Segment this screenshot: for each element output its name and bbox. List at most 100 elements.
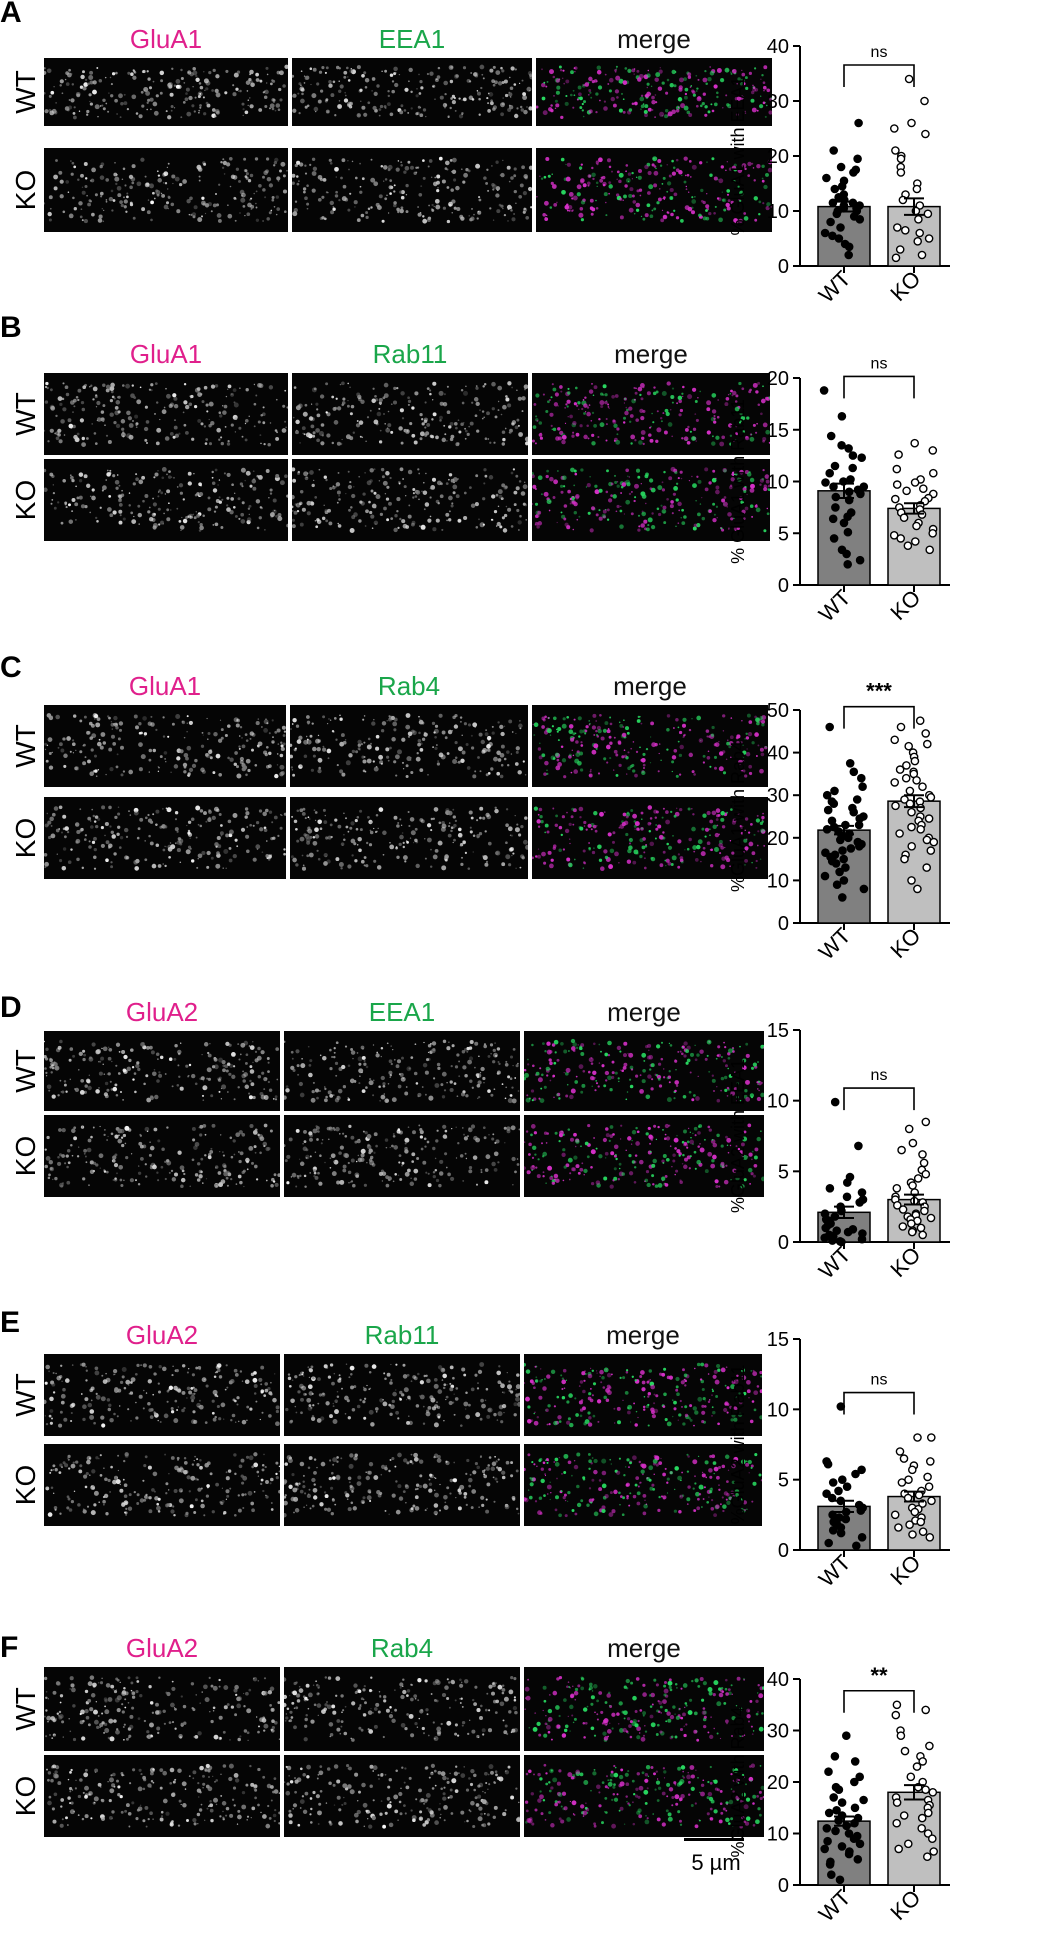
micrograph [284,1115,520,1197]
y-tick-label: 30 [767,785,789,807]
data-point-wt [824,826,831,833]
data-point-wt [856,843,863,850]
channel-image [44,1031,280,1111]
data-point-wt [850,169,857,176]
data-point-wt [821,1234,828,1241]
data-point-wt [842,1516,849,1523]
x-tick-label: WT [814,1885,856,1927]
data-point-wt [860,885,867,892]
channel-image [290,705,528,787]
data-point-wt [825,807,832,814]
data-point-ko [908,119,915,126]
row-label-wt: WT [6,1031,46,1111]
data-point-wt [846,243,853,250]
merge-label: merge [524,1633,764,1664]
micrograph [44,1444,280,1526]
y-tick-label: 15 [767,420,789,442]
data-point-wt [829,199,836,206]
channel-image [44,1354,280,1436]
channel-label-2: EEA1 [284,997,520,1028]
data-point-ko [892,254,899,261]
data-point-wt [838,1530,845,1537]
y-tick-label: 20 [767,828,789,850]
data-point-ko [895,1845,902,1852]
y-tick-label: 20 [767,1772,789,1794]
y-tick-label: 0 [778,913,789,935]
data-point-wt [835,1487,842,1494]
data-point-ko [909,1140,916,1147]
data-point-wt [839,183,846,190]
data-point-ko [919,1231,926,1238]
data-point-wt [821,1845,828,1852]
data-point-ko [927,1458,934,1465]
data-point-ko [892,147,899,154]
significance-label: ns [871,355,888,372]
micrograph [290,705,528,787]
data-point-wt [835,235,842,242]
data-point-ko [916,229,923,236]
data-point-wt [827,218,834,225]
data-point-ko [930,839,937,846]
panel-letter: C [0,651,22,685]
data-point-ko [894,1799,901,1806]
data-point-ko [908,843,915,850]
data-point-wt [840,877,847,884]
channel-image [44,459,288,541]
row-label-ko: KO [6,459,46,541]
data-point-ko [906,1125,913,1132]
channel-image [290,797,528,879]
data-point-ko [911,758,918,765]
micrograph [44,797,286,879]
data-point-ko [922,730,929,737]
data-point-ko [892,496,899,503]
data-point-ko [922,1118,929,1125]
data-point-ko [917,826,924,833]
significance-bracket [844,376,914,398]
data-point-wt [825,1768,832,1775]
data-point-ko [894,481,901,488]
data-point-ko [927,1214,934,1221]
panel-letter: D [0,991,22,1025]
data-point-wt [838,163,845,170]
y-tick-label: 15 [767,1020,789,1042]
data-point-ko [895,1524,902,1531]
row-label-ko: KO [6,797,46,879]
y-axis-label: %GluA1 with Rab4 [728,741,748,892]
data-point-wt [856,821,863,828]
bar-wt [818,491,870,585]
data-point-wt [844,1179,851,1186]
data-point-wt [859,1534,866,1541]
merge-image [524,1444,762,1526]
significance-label: *** [866,679,892,704]
y-tick-label: 15 [767,1329,789,1351]
data-point-ko [897,535,904,542]
row-label-text: WT [10,70,42,114]
scale-bar: 5 µm [676,1838,756,1890]
data-point-wt [830,1527,837,1534]
data-point-ko [908,824,915,831]
data-point-ko [904,542,911,549]
data-point-wt [831,185,838,192]
data-point-wt [844,1483,851,1490]
significance-label: ** [870,1663,888,1688]
data-point-ko [896,830,903,837]
y-tick-label: 10 [767,472,789,494]
y-tick-label: 0 [778,1540,789,1562]
channel-image [292,58,532,126]
data-point-ko [891,736,898,743]
channel-image [284,1444,520,1526]
micrograph [44,1115,280,1197]
data-point-ko [913,185,920,192]
data-point-ko [911,440,918,447]
data-point-ko [922,1171,929,1178]
row-label-wt: WT [6,705,46,787]
data-point-wt [843,1732,850,1739]
data-point-ko [930,470,937,477]
data-point-ko [905,743,912,750]
y-tick-label: 10 [767,1399,789,1421]
panel-letter: E [0,1306,20,1340]
x-tick-label: WT [814,585,856,627]
